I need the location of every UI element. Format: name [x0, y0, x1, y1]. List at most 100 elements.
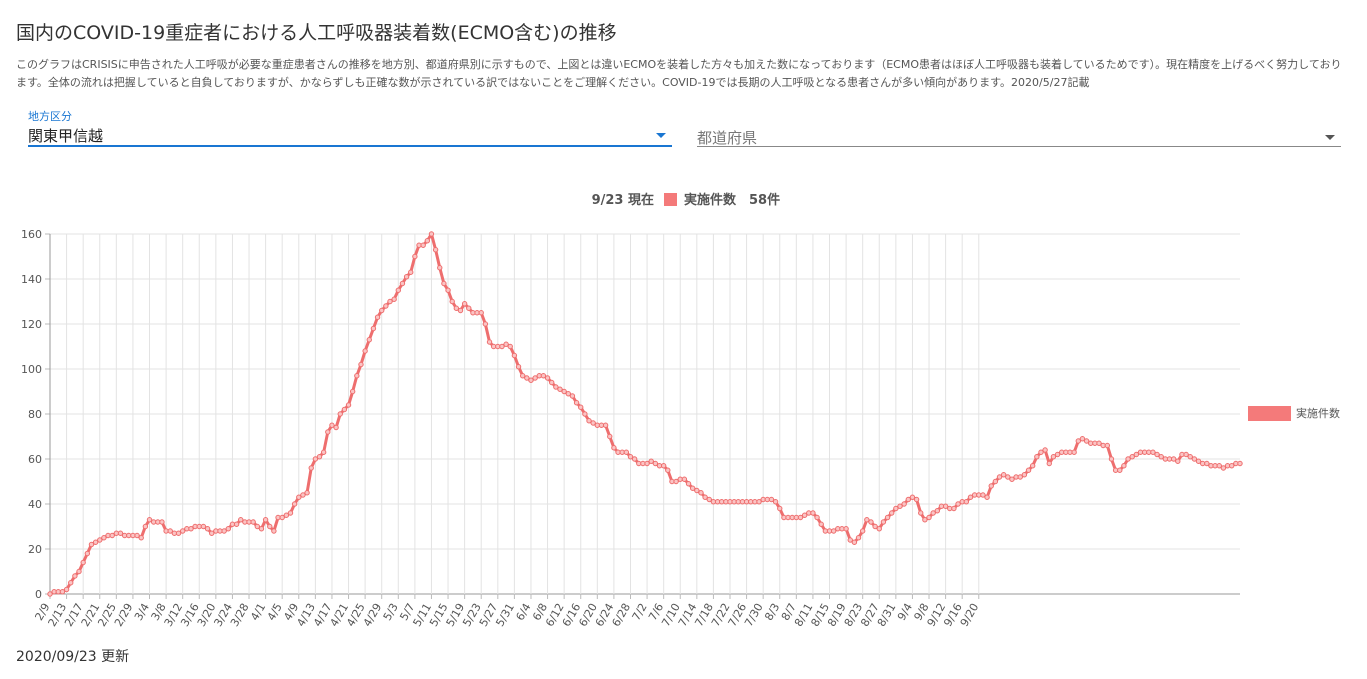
data-point: [1195, 458, 1202, 464]
data-point: [1000, 472, 1007, 478]
data-point: [424, 238, 431, 244]
region-select-value: 関東甲信越: [28, 127, 104, 145]
data-point: [374, 314, 381, 320]
data-point: [540, 373, 547, 379]
data-point: [362, 348, 368, 354]
data-point: [391, 296, 397, 302]
data-point: [159, 519, 165, 525]
data-point: [486, 339, 493, 345]
data-point: [909, 494, 916, 500]
chart-header: 9/23 現在 実施件数 58件: [592, 192, 781, 208]
data-point: [358, 361, 364, 368]
data-point: [685, 481, 692, 487]
data-point: [1104, 442, 1111, 449]
data-point: [565, 391, 571, 397]
data-point: [797, 514, 804, 521]
data-point: [1079, 436, 1086, 442]
data-point: [109, 532, 115, 539]
data-point: [1025, 467, 1032, 473]
data-point: [308, 465, 314, 471]
data-point: [980, 492, 986, 498]
data-point: [283, 512, 290, 518]
data-point: [200, 523, 207, 530]
data-point: [1042, 447, 1048, 453]
data-point: [445, 287, 451, 293]
data-point: [138, 535, 144, 541]
data-point: [851, 539, 858, 545]
x-tick-label: 6/4: [513, 601, 533, 623]
data-point: [379, 307, 385, 314]
data-point: [1071, 449, 1077, 455]
data-point: [1038, 449, 1044, 455]
data-point: [221, 528, 227, 534]
data-point: [557, 386, 563, 392]
data-point: [926, 514, 932, 521]
data-point: [673, 478, 679, 485]
data-point: [395, 287, 401, 293]
data-point: [134, 532, 140, 539]
data-point: [329, 422, 335, 428]
data-point: [258, 526, 265, 532]
data-point: [524, 375, 530, 381]
data-point: [366, 337, 372, 343]
data-point: [694, 487, 700, 494]
x-tick-label: 9/20: [958, 601, 982, 629]
x-tick-label: 8/3: [762, 601, 782, 623]
data-point: [660, 463, 667, 469]
data-point: [300, 492, 306, 498]
data-point: [320, 449, 327, 455]
data-point: [449, 298, 455, 305]
data-point: [482, 321, 489, 327]
data-point: [1158, 454, 1164, 460]
region-select[interactable]: 地方区分 関東甲信越: [28, 108, 672, 148]
series-jisshi: [47, 231, 1243, 597]
data-point: [296, 494, 302, 500]
data-point: [316, 454, 323, 460]
data-point: [1191, 456, 1198, 462]
data-point: [818, 521, 824, 527]
data-point: [1125, 456, 1131, 462]
data-point: [967, 494, 974, 500]
data-point: [934, 508, 941, 514]
data-point: [532, 375, 538, 381]
data-point: [142, 523, 149, 530]
data-point: [1029, 463, 1036, 469]
data-point: [963, 499, 970, 505]
data-point: [175, 530, 182, 536]
data-point: [291, 501, 298, 507]
data-point: [63, 586, 70, 593]
data-point: [370, 325, 377, 332]
data-point: [146, 517, 153, 523]
prefecture-select[interactable]: 都道府県: [697, 108, 1341, 148]
data-point: [884, 514, 891, 521]
data-point: [188, 526, 194, 532]
data-point: [561, 388, 567, 395]
data-point: [1133, 451, 1140, 458]
data-point: [1117, 467, 1123, 473]
data-point: [996, 474, 1003, 480]
data-point: [1170, 456, 1177, 462]
prefecture-select-underline: [697, 146, 1341, 147]
data-point: [1050, 454, 1057, 460]
data-point: [420, 242, 426, 248]
data-point: [1005, 474, 1011, 480]
updated-date: 2020/09/23 更新: [16, 649, 130, 665]
data-point: [1083, 438, 1090, 444]
data-point: [238, 517, 244, 523]
y-tick-label: 120: [21, 318, 42, 331]
data-point: [383, 303, 389, 309]
data-point: [1021, 472, 1028, 478]
data-point: [354, 373, 360, 379]
data-point: [590, 420, 596, 426]
data-point: [428, 231, 435, 237]
data-point: [1204, 460, 1210, 467]
data-point: [345, 402, 352, 408]
data-point: [872, 523, 878, 530]
y-tick-label: 100: [21, 363, 42, 376]
data-point: [403, 274, 410, 280]
data-point: [341, 406, 348, 413]
chart-legend: 実施件数: [1248, 406, 1340, 421]
triangle-down-icon: [656, 133, 666, 138]
chart-header-value: 58件: [749, 192, 780, 208]
data-point: [68, 580, 74, 586]
